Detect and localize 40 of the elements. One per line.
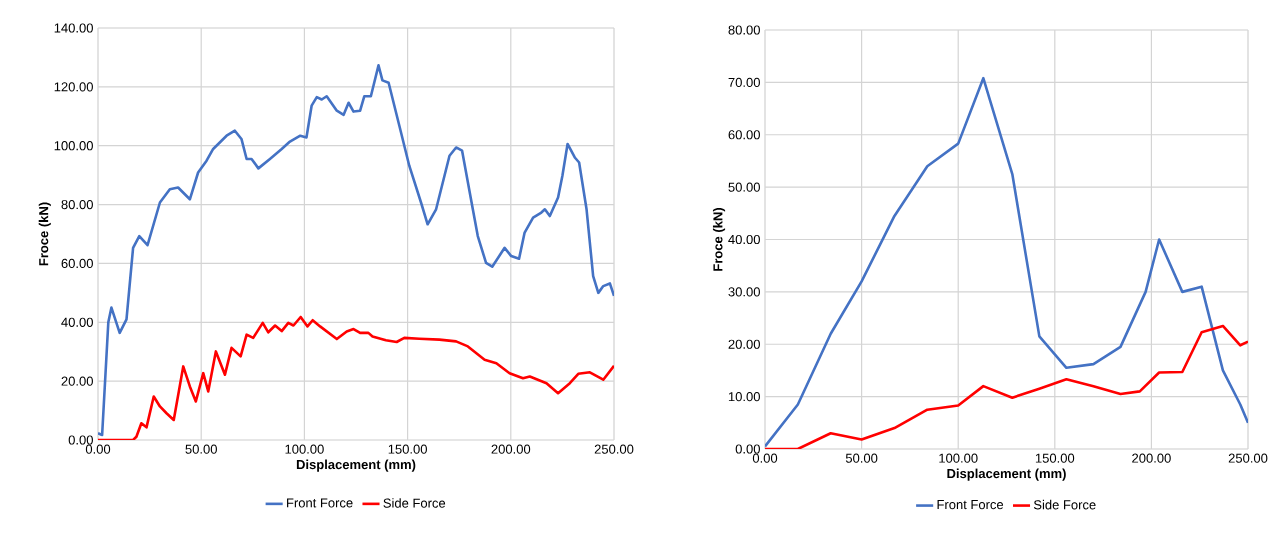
y-tick-label: 10.00 (728, 392, 760, 402)
x-tick-label: 100.00 (285, 444, 324, 454)
x-tick-label: 250.00 (594, 444, 634, 454)
y-tick-label: 120.00 (54, 82, 93, 92)
x-tick-label: 150.00 (1035, 453, 1075, 463)
y-tick-label: 80.00 (61, 199, 93, 210)
line-series (98, 315, 615, 440)
x-tick-label: 50.00 (845, 453, 878, 463)
legend-label: Front Force (937, 500, 1004, 510)
y-tick-label: 0.00 (68, 435, 93, 445)
y-tick-label: 140.00 (54, 23, 93, 33)
legend-label: Side Force (1033, 499, 1096, 510)
x-axis-title: Displacement (mm) (296, 459, 416, 472)
y-tick-label: 40.00 (728, 234, 760, 245)
x-tick-label: 200.00 (1132, 453, 1171, 463)
y-tick-label: 20.00 (61, 376, 93, 386)
line-series (98, 64, 615, 437)
x-tick-label: 50.00 (185, 444, 217, 454)
y-tick-label: 100.00 (54, 141, 93, 151)
x-tick-label: 150.00 (388, 444, 427, 454)
x-tick-label: 100.00 (939, 453, 978, 463)
x-tick-label: 0.00 (752, 453, 778, 463)
y-axis-title: Froce (kN) (38, 202, 51, 266)
y-tick-label: 60.00 (61, 258, 93, 269)
y-tick-label: 20.00 (728, 339, 760, 349)
legend-label: Front Force (287, 498, 353, 508)
y-tick-label: 30.00 (728, 287, 760, 297)
x-tick-label: 200.00 (491, 444, 531, 454)
line-series (765, 324, 1249, 449)
y-tick-label: 60.00 (728, 130, 760, 140)
y-tick-label: 80.00 (728, 25, 760, 35)
x-tick-label: 250.00 (1228, 453, 1268, 463)
y-axis-title: Froce (kN) (712, 208, 726, 271)
y-tick-label: 40.00 (61, 317, 93, 327)
legend-label: Side Force (383, 498, 446, 508)
x-tick-label: 0.00 (85, 444, 111, 454)
y-tick-label: 50.00 (728, 182, 760, 192)
x-axis-title: Displacement (mm) (947, 468, 1066, 481)
y-tick-label: 70.00 (728, 77, 760, 87)
line-series (765, 76, 1249, 448)
